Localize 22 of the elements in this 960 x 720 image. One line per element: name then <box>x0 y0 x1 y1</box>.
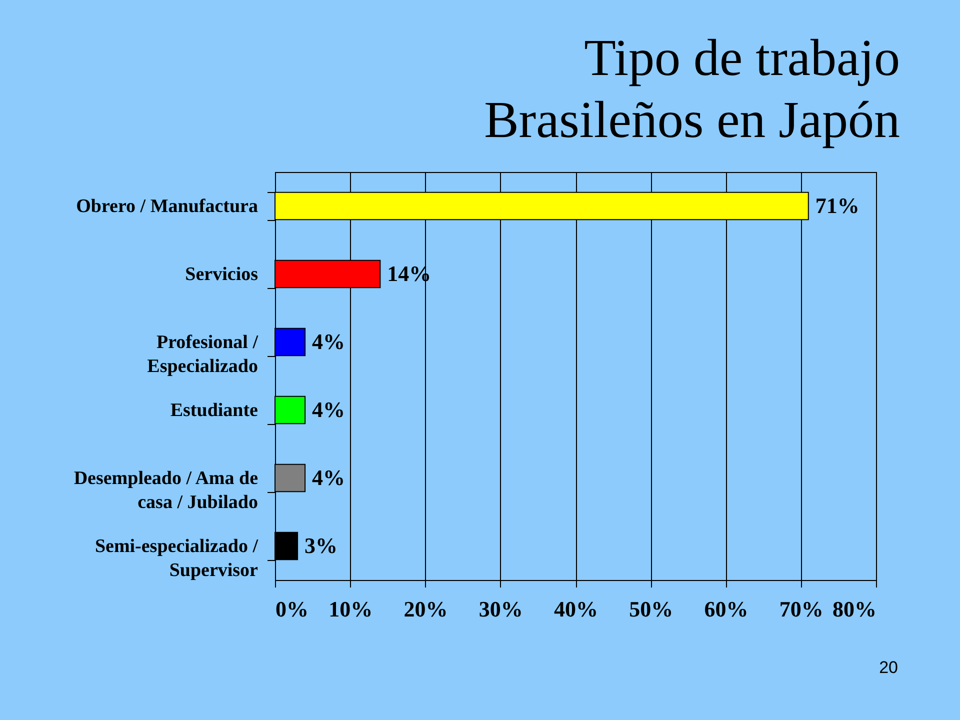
y-tick-label: Desempleado / Ama de casa / Jubilado <box>74 468 258 513</box>
x-tick-label: 0% <box>276 596 308 622</box>
data-label: 4% <box>312 465 346 490</box>
x-tick-label: 40% <box>554 596 598 622</box>
data-label: 71% <box>815 193 860 218</box>
x-tick-label: 10% <box>328 596 373 622</box>
y-tick-label: Obrero / Manufactura <box>76 196 258 217</box>
chart-title: Tipo de trabajo Brasileños en Japón <box>484 30 900 149</box>
data-label: 3% <box>304 533 338 558</box>
y-tick-label: Servicios <box>185 264 258 285</box>
y-tick-label: Estudiante <box>170 400 258 421</box>
x-tick-label: 20% <box>404 596 448 622</box>
data-label: 4% <box>312 329 346 354</box>
x-tick-label: 80% <box>832 596 876 622</box>
x-tick-label: 60% <box>704 596 748 622</box>
x-tick-label: 50% <box>629 596 674 622</box>
y-tick-label: Semi-especializado / Supervisor <box>94 536 259 581</box>
text: 20 <box>879 658 898 677</box>
x-tick-label: 30% <box>478 596 523 622</box>
x-tick-label: 70% <box>779 596 824 622</box>
data-label: 4% <box>312 397 346 422</box>
y-tick-label: Profesional / Especializado <box>147 332 259 377</box>
